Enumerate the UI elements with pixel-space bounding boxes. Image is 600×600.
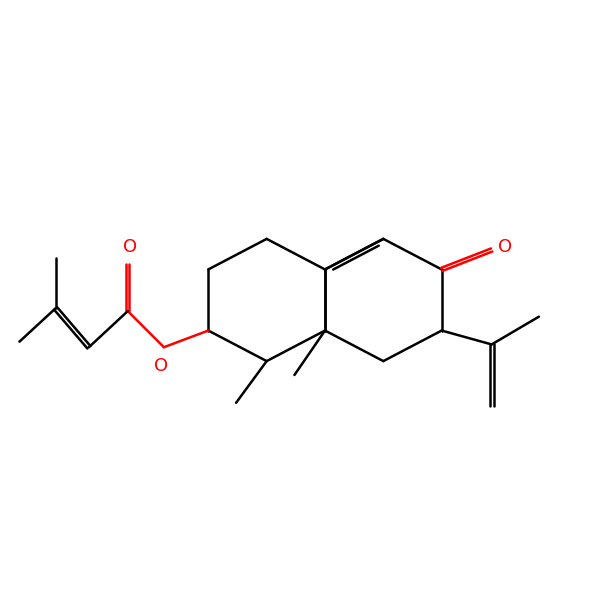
Text: O: O — [499, 238, 512, 256]
Text: O: O — [154, 357, 168, 375]
Text: O: O — [124, 238, 137, 256]
